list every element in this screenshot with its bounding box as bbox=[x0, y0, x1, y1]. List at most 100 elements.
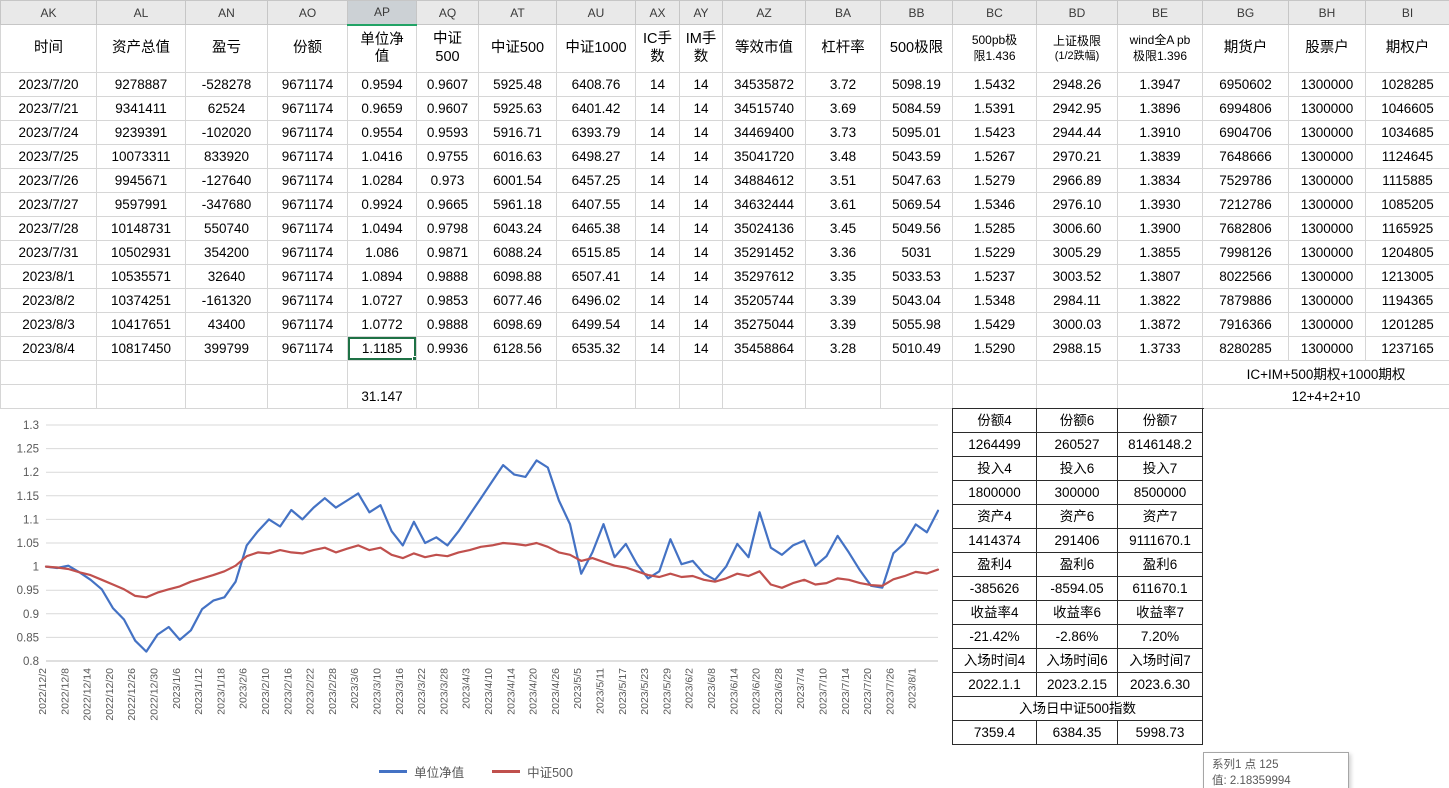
cell-AQ-r2[interactable]: 0.9593 bbox=[416, 120, 479, 145]
cell-BI-r1[interactable]: 1046605 bbox=[1365, 96, 1449, 121]
cell-BD-r10[interactable]: 3000.03 bbox=[1036, 312, 1118, 337]
cell-AY-r9[interactable]: 14 bbox=[679, 288, 723, 313]
cell-BC-r3[interactable]: 1.5267 bbox=[952, 144, 1037, 169]
cell-BH-r10[interactable]: 1300000 bbox=[1288, 312, 1366, 337]
panel-value-cell[interactable]: 260527 bbox=[1037, 433, 1118, 457]
cell-empty[interactable] bbox=[635, 360, 680, 385]
cell-BA-r3[interactable]: 3.48 bbox=[805, 144, 881, 169]
cell-BG-r11[interactable]: 8280285 bbox=[1202, 336, 1289, 361]
cell-AK-r11[interactable]: 2023/8/4 bbox=[0, 336, 97, 361]
cell-AL-r5[interactable]: 9597991 bbox=[96, 192, 186, 217]
cell-AP-r1[interactable]: 0.9659 bbox=[347, 96, 417, 121]
cell-empty[interactable] bbox=[478, 384, 557, 409]
cell-BE-r0[interactable]: 1.3947 bbox=[1117, 72, 1203, 97]
cell-empty[interactable] bbox=[722, 360, 806, 385]
cell-empty[interactable] bbox=[880, 360, 953, 385]
cell-empty[interactable] bbox=[1036, 360, 1118, 385]
cell-AZ-r3[interactable]: 35041720 bbox=[722, 144, 806, 169]
cell-AO-r7[interactable]: 9671174 bbox=[267, 240, 348, 265]
cell-BA-r10[interactable]: 3.39 bbox=[805, 312, 881, 337]
panel-label-cell[interactable]: 盈利6 bbox=[1118, 553, 1203, 577]
cell-BG-r0[interactable]: 6950602 bbox=[1202, 72, 1289, 97]
cell-BG-r5[interactable]: 7212786 bbox=[1202, 192, 1289, 217]
cell-empty[interactable] bbox=[267, 360, 348, 385]
cell-BB-r8[interactable]: 5033.53 bbox=[880, 264, 953, 289]
cell-AN-r0[interactable]: -528278 bbox=[185, 72, 268, 97]
cell-BB-r11[interactable]: 5010.49 bbox=[880, 336, 953, 361]
column-letter-BB[interactable]: BB bbox=[880, 0, 953, 25]
cell-AK-r4[interactable]: 2023/7/26 bbox=[0, 168, 97, 193]
cell-AT-r8[interactable]: 6098.88 bbox=[478, 264, 557, 289]
cell-AQ-r4[interactable]: 0.973 bbox=[416, 168, 479, 193]
column-header-BD[interactable]: 上证极限 (1/2跌幅) bbox=[1036, 24, 1118, 73]
cell-BH-r6[interactable]: 1300000 bbox=[1288, 216, 1366, 241]
cell-AL-r0[interactable]: 9278887 bbox=[96, 72, 186, 97]
column-letter-AP[interactable]: AP bbox=[347, 0, 417, 26]
cell-BC-r10[interactable]: 1.5429 bbox=[952, 312, 1037, 337]
cell-BE-r2[interactable]: 1.3910 bbox=[1117, 120, 1203, 145]
cell-AL-r10[interactable]: 10417651 bbox=[96, 312, 186, 337]
cell-AT-r7[interactable]: 6088.24 bbox=[478, 240, 557, 265]
cell-BC-r0[interactable]: 1.5432 bbox=[952, 72, 1037, 97]
cell-AY-r3[interactable]: 14 bbox=[679, 144, 723, 169]
cell-AQ-r3[interactable]: 0.9755 bbox=[416, 144, 479, 169]
panel-value-cell[interactable]: 2023.2.15 bbox=[1037, 673, 1118, 697]
cell-BE-r5[interactable]: 1.3930 bbox=[1117, 192, 1203, 217]
cell-AT-r1[interactable]: 5925.63 bbox=[478, 96, 557, 121]
cell-BE-r7[interactable]: 1.3855 bbox=[1117, 240, 1203, 265]
cell-BH-r7[interactable]: 1300000 bbox=[1288, 240, 1366, 265]
column-letter-AK[interactable]: AK bbox=[0, 0, 97, 25]
cell-AN-r11[interactable]: 399799 bbox=[185, 336, 268, 361]
cell-BI-r9[interactable]: 1194365 bbox=[1365, 288, 1449, 313]
cell-BA-r2[interactable]: 3.73 bbox=[805, 120, 881, 145]
cell-empty[interactable] bbox=[185, 384, 268, 409]
cell-BC-r9[interactable]: 1.5348 bbox=[952, 288, 1037, 313]
cell-BD-r8[interactable]: 3003.52 bbox=[1036, 264, 1118, 289]
cell-AU-r10[interactable]: 6499.54 bbox=[556, 312, 636, 337]
cell-AY-r0[interactable]: 14 bbox=[679, 72, 723, 97]
cell-AQ-r6[interactable]: 0.9798 bbox=[416, 216, 479, 241]
cell-AO-r1[interactable]: 9671174 bbox=[267, 96, 348, 121]
cell-empty[interactable] bbox=[635, 384, 680, 409]
cell-AL-r8[interactable]: 10535571 bbox=[96, 264, 186, 289]
cell-empty[interactable] bbox=[805, 384, 881, 409]
cell-BH-r8[interactable]: 1300000 bbox=[1288, 264, 1366, 289]
cell-AX-r9[interactable]: 14 bbox=[635, 288, 680, 313]
cell-AK-r0[interactable]: 2023/7/20 bbox=[0, 72, 97, 97]
cell-BH-r4[interactable]: 1300000 bbox=[1288, 168, 1366, 193]
cell-AY-r5[interactable]: 14 bbox=[679, 192, 723, 217]
cell-AK-r5[interactable]: 2023/7/27 bbox=[0, 192, 97, 217]
panel-value-cell[interactable]: -8594.05 bbox=[1037, 577, 1118, 601]
cell-AN-r1[interactable]: 62524 bbox=[185, 96, 268, 121]
cell-AU-r11[interactable]: 6535.32 bbox=[556, 336, 636, 361]
cell-empty[interactable] bbox=[267, 384, 348, 409]
cell-AK-r9[interactable]: 2023/8/2 bbox=[0, 288, 97, 313]
note-positions[interactable]: IC+IM+500期权+1000期权 bbox=[1202, 360, 1449, 385]
cell-empty[interactable] bbox=[952, 384, 1037, 409]
cell-BA-r7[interactable]: 3.36 bbox=[805, 240, 881, 265]
cell-AL-r11[interactable]: 10817450 bbox=[96, 336, 186, 361]
cell-AN-r3[interactable]: 833920 bbox=[185, 144, 268, 169]
cell-AT-r0[interactable]: 5925.48 bbox=[478, 72, 557, 97]
cell-AT-r10[interactable]: 6098.69 bbox=[478, 312, 557, 337]
panel-value-cell[interactable]: 8146148.2 bbox=[1118, 433, 1203, 457]
cell-BB-r0[interactable]: 5098.19 bbox=[880, 72, 953, 97]
cell-AX-r7[interactable]: 14 bbox=[635, 240, 680, 265]
cell-AQ-r10[interactable]: 0.9888 bbox=[416, 312, 479, 337]
cell-BG-r3[interactable]: 7648666 bbox=[1202, 144, 1289, 169]
cell-AO-r5[interactable]: 9671174 bbox=[267, 192, 348, 217]
cell-BD-r2[interactable]: 2944.44 bbox=[1036, 120, 1118, 145]
cell-empty[interactable] bbox=[722, 384, 806, 409]
panel-label-cell[interactable]: 入场时间7 bbox=[1118, 649, 1203, 673]
panel-value-cell[interactable]: 2023.6.30 bbox=[1118, 673, 1203, 697]
cell-AL-r4[interactable]: 9945671 bbox=[96, 168, 186, 193]
cell-AX-r3[interactable]: 14 bbox=[635, 144, 680, 169]
column-letter-AY[interactable]: AY bbox=[679, 0, 723, 25]
cell-AQ-r9[interactable]: 0.9853 bbox=[416, 288, 479, 313]
cell-empty[interactable] bbox=[0, 384, 97, 409]
cell-AO-r4[interactable]: 9671174 bbox=[267, 168, 348, 193]
column-letter-AX[interactable]: AX bbox=[635, 0, 680, 25]
column-letter-BI[interactable]: BI bbox=[1365, 0, 1449, 25]
cell-AT-r11[interactable]: 6128.56 bbox=[478, 336, 557, 361]
cell-AU-r6[interactable]: 6465.38 bbox=[556, 216, 636, 241]
